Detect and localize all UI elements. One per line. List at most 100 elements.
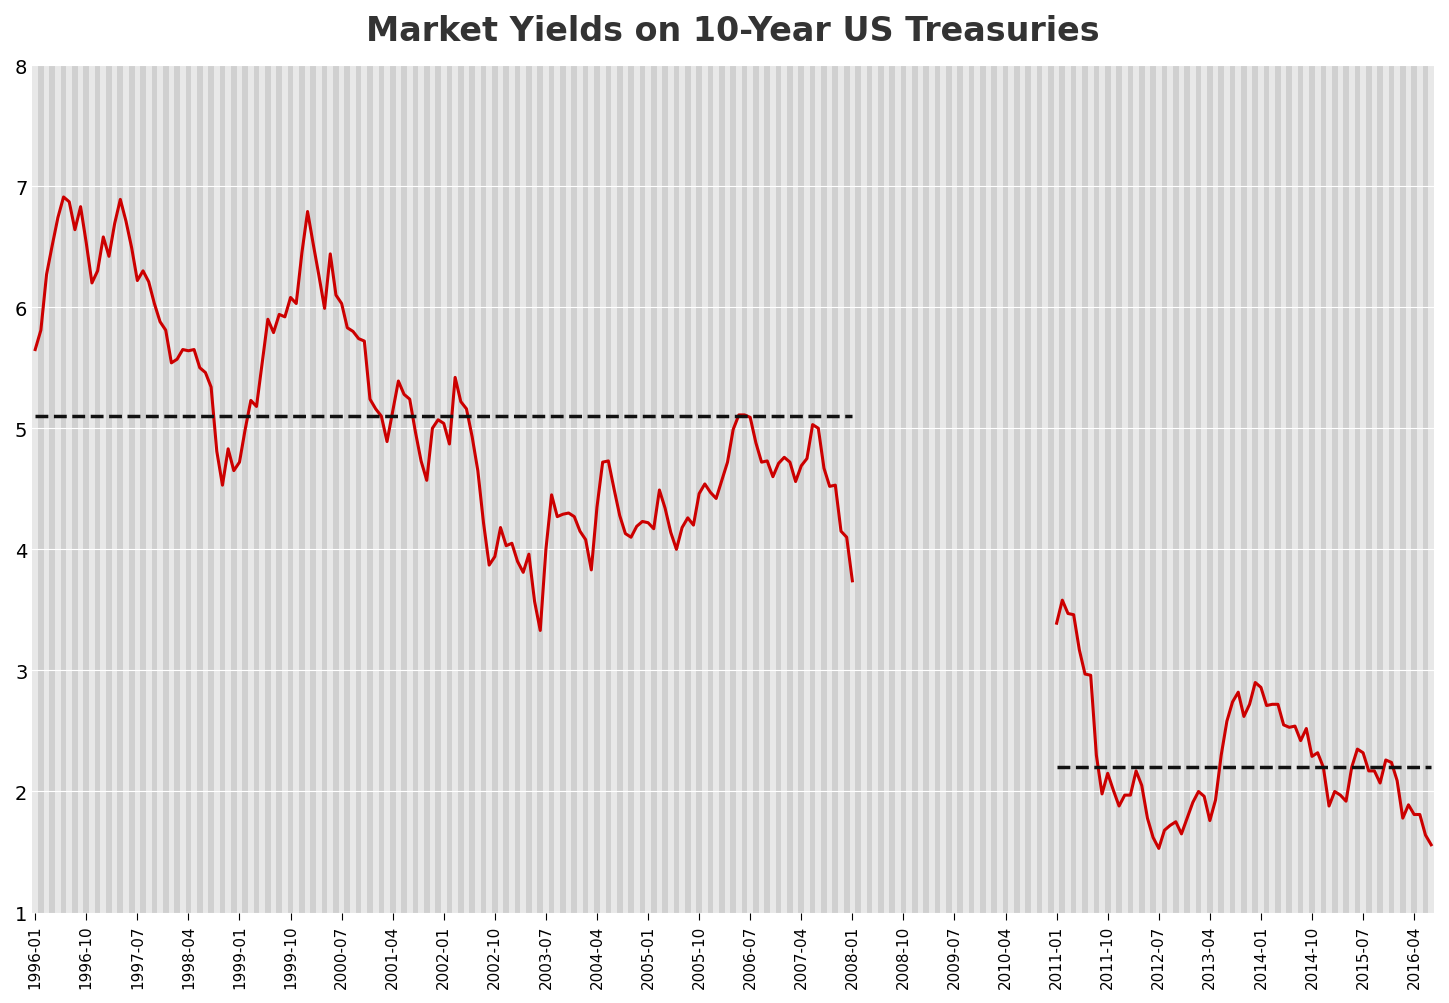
Bar	[958, 66, 964, 913]
Bar	[174, 66, 180, 913]
Bar	[1230, 66, 1236, 913]
Bar	[662, 66, 668, 913]
Bar	[901, 66, 906, 913]
Bar	[242, 66, 248, 913]
Bar	[236, 66, 242, 913]
Bar	[736, 66, 742, 913]
Bar	[946, 66, 952, 913]
Bar	[1110, 66, 1116, 913]
Bar	[1219, 66, 1224, 913]
Bar	[112, 66, 117, 913]
Bar	[67, 66, 72, 913]
Bar	[220, 66, 225, 913]
Bar	[827, 66, 833, 913]
Bar	[878, 66, 884, 913]
Bar	[497, 66, 503, 913]
Bar	[469, 66, 475, 913]
Bar	[191, 66, 197, 913]
Bar	[440, 66, 446, 913]
Bar	[277, 66, 283, 913]
Bar	[185, 66, 191, 913]
Bar	[838, 66, 843, 913]
Bar	[304, 66, 310, 913]
Bar	[1275, 66, 1281, 913]
Bar	[248, 66, 254, 913]
Bar	[339, 66, 345, 913]
Bar	[1195, 66, 1201, 913]
Bar	[78, 66, 84, 913]
Bar	[1032, 66, 1037, 913]
Bar	[577, 66, 582, 913]
Bar	[1269, 66, 1275, 913]
Bar	[1151, 66, 1156, 913]
Bar	[520, 66, 526, 913]
Bar	[1065, 66, 1071, 913]
Bar	[1287, 66, 1293, 913]
Bar	[985, 66, 991, 913]
Bar	[1337, 66, 1343, 913]
Bar	[230, 66, 236, 913]
Bar	[656, 66, 662, 913]
Bar	[1411, 66, 1417, 913]
Bar	[1372, 66, 1377, 913]
Bar	[1145, 66, 1151, 913]
Bar	[685, 66, 691, 913]
Bar	[298, 66, 304, 913]
Bar	[1168, 66, 1174, 913]
Bar	[1077, 66, 1082, 913]
Bar	[1042, 66, 1048, 913]
Bar	[384, 66, 390, 913]
Bar	[123, 66, 129, 913]
Bar	[1377, 66, 1382, 913]
Bar	[514, 66, 520, 913]
Bar	[565, 66, 571, 913]
Bar	[1127, 66, 1133, 913]
Bar	[849, 66, 855, 913]
Bar	[680, 66, 685, 913]
Bar	[487, 66, 493, 913]
Bar	[396, 66, 401, 913]
Bar	[322, 66, 327, 913]
Bar	[135, 66, 141, 913]
Bar	[867, 66, 872, 913]
Bar	[935, 66, 940, 913]
Bar	[911, 66, 917, 913]
Bar	[372, 66, 378, 913]
Bar	[781, 66, 787, 913]
Bar	[1366, 66, 1372, 913]
Bar	[822, 66, 827, 913]
Bar	[38, 66, 43, 913]
Bar	[769, 66, 775, 913]
Bar	[310, 66, 316, 913]
Bar	[798, 66, 804, 913]
Bar	[923, 66, 929, 913]
Bar	[1252, 66, 1258, 913]
Bar	[855, 66, 861, 913]
Bar	[49, 66, 55, 913]
Bar	[129, 66, 135, 913]
Bar	[1009, 66, 1014, 913]
Bar	[753, 66, 759, 913]
Bar	[611, 66, 617, 913]
Bar	[582, 66, 588, 913]
Bar	[787, 66, 793, 913]
Bar	[724, 66, 730, 913]
Bar	[1088, 66, 1094, 913]
Bar	[890, 66, 895, 913]
Bar	[775, 66, 781, 913]
Bar	[543, 66, 549, 913]
Bar	[106, 66, 112, 913]
Bar	[929, 66, 935, 913]
Bar	[538, 66, 543, 913]
Bar	[94, 66, 100, 913]
Bar	[345, 66, 351, 913]
Bar	[1332, 66, 1337, 913]
Bar	[152, 66, 156, 913]
Bar	[588, 66, 594, 913]
Bar	[481, 66, 487, 913]
Bar	[367, 66, 372, 913]
Bar	[333, 66, 339, 913]
Bar	[259, 66, 265, 913]
Bar	[429, 66, 435, 913]
Bar	[214, 66, 220, 913]
